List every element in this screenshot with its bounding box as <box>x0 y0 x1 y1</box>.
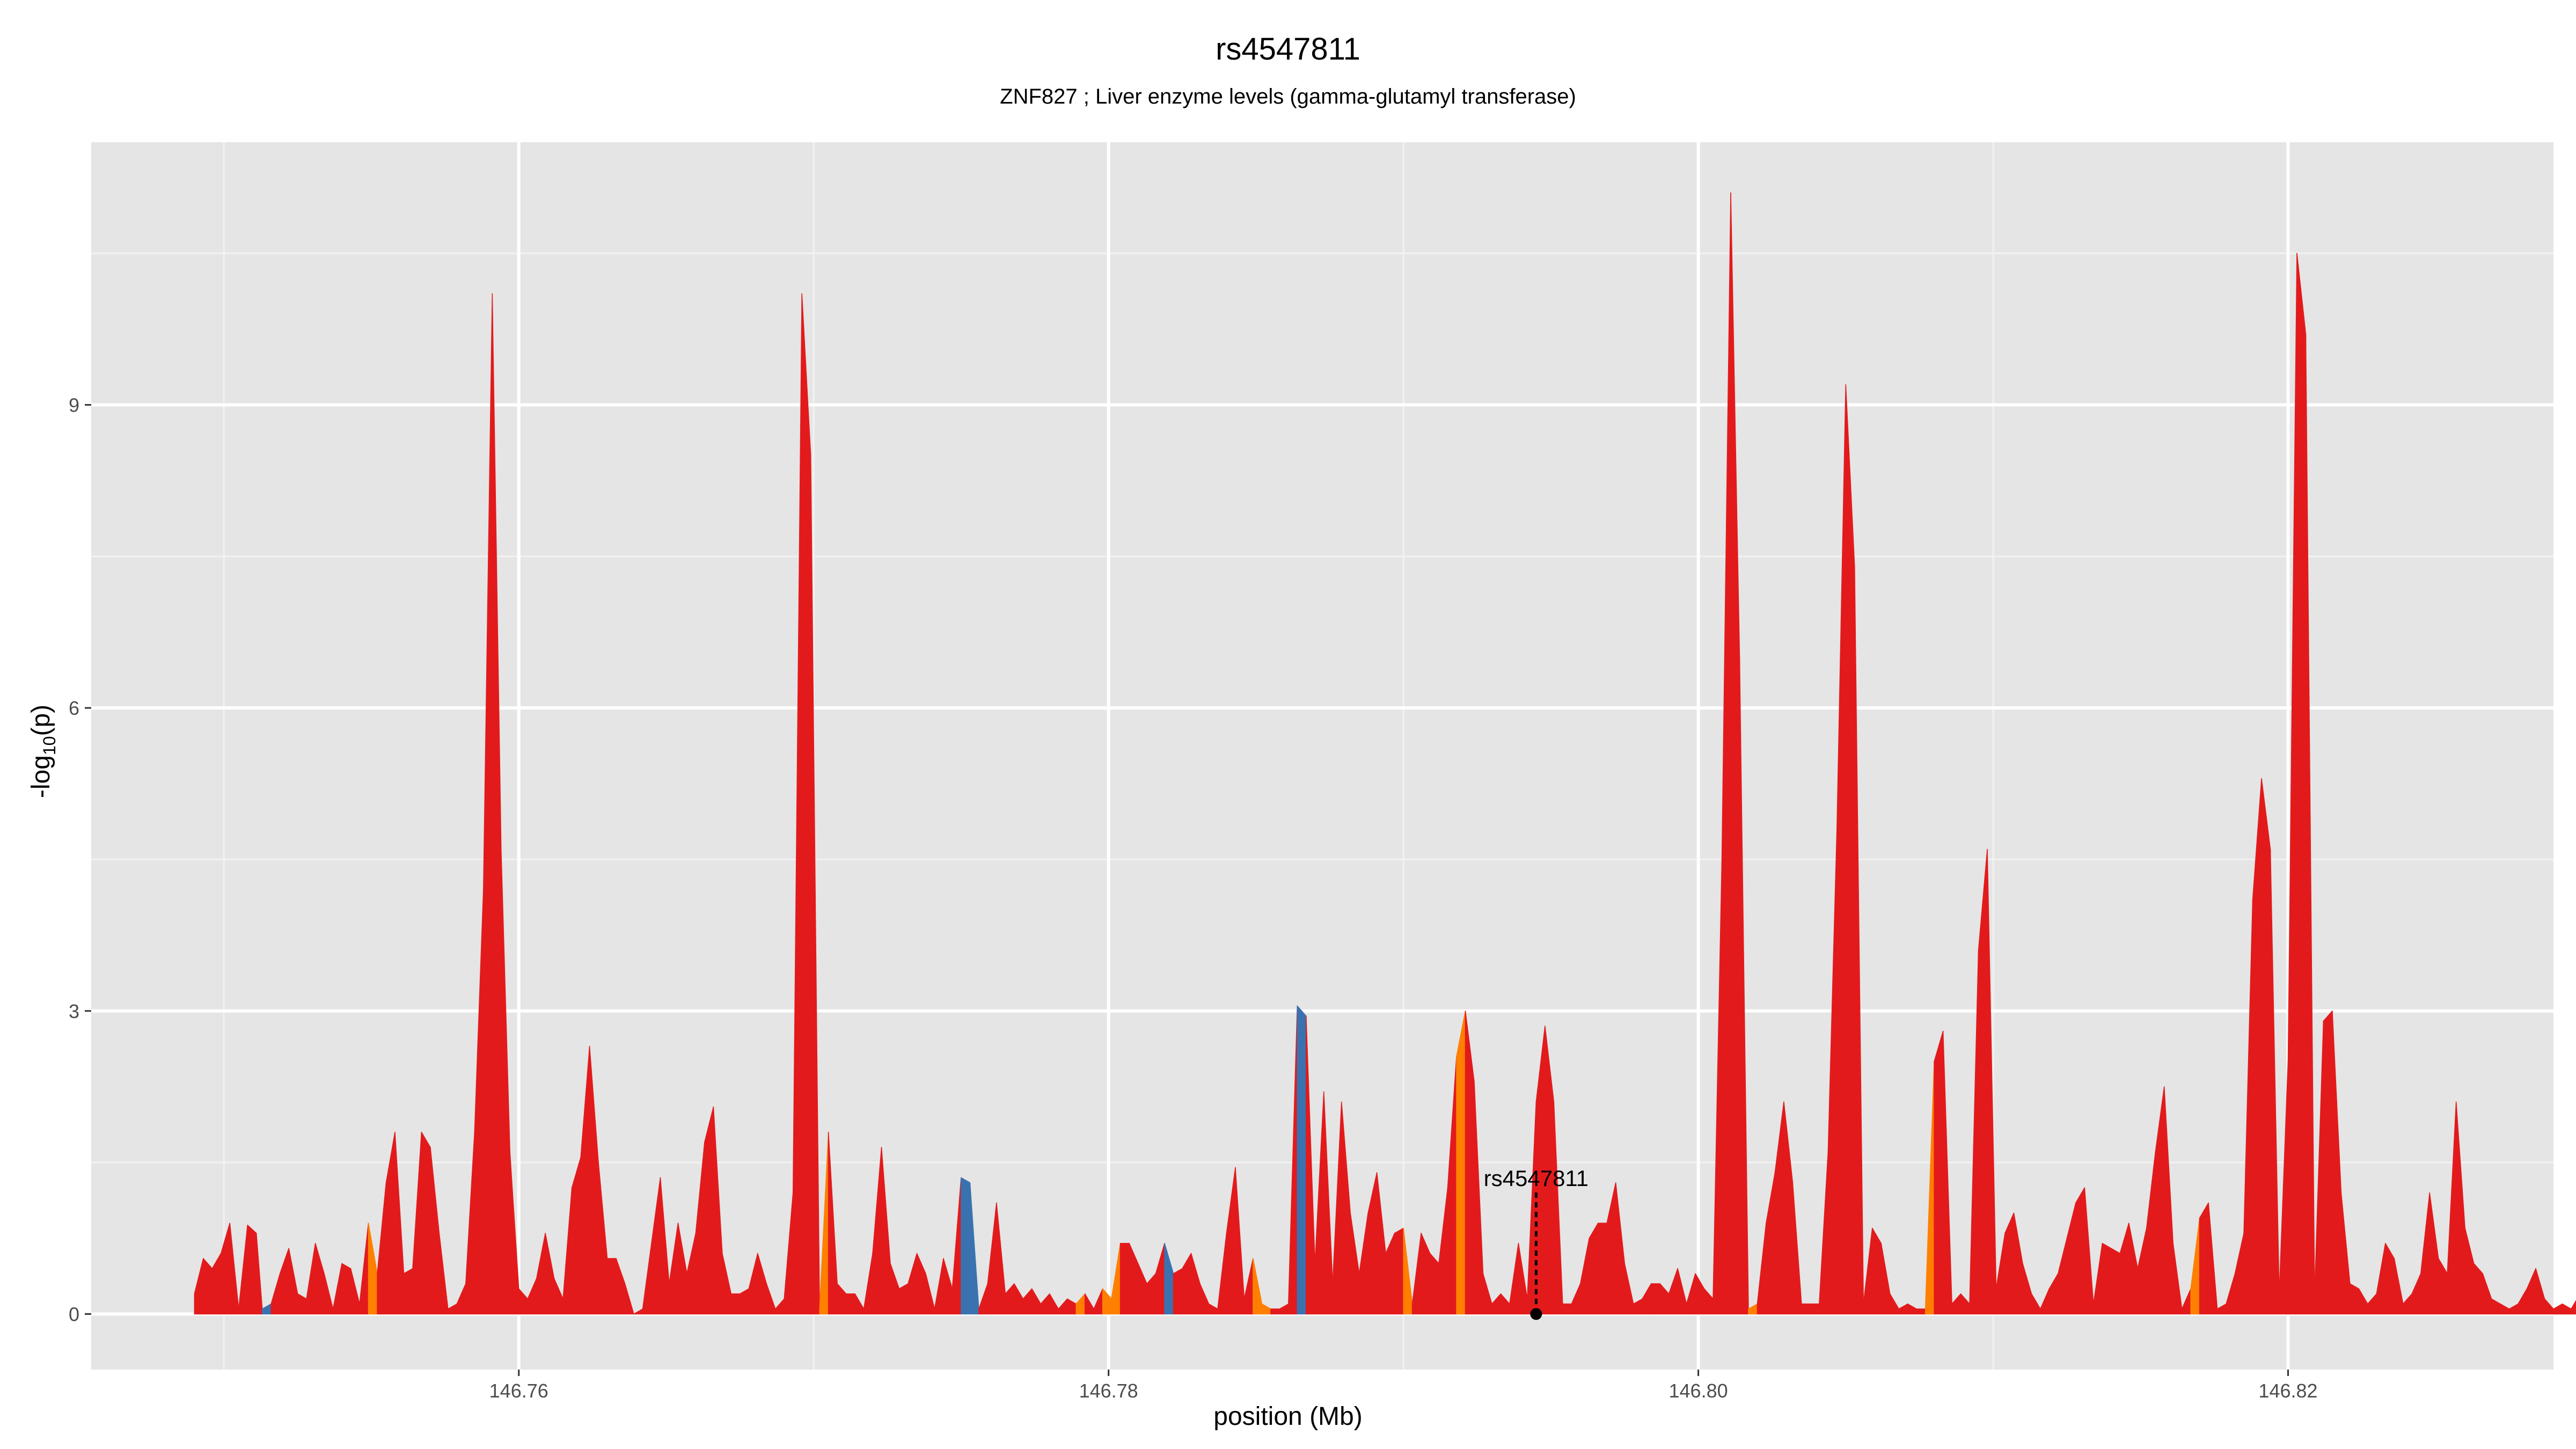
area-segment <box>898 1283 909 1315</box>
area-segment <box>1173 1268 1183 1315</box>
y-axis-label-sub: 10 <box>39 736 59 756</box>
area-segment <box>403 1268 413 1315</box>
y-axis-label-suffix: (p) <box>27 704 56 736</box>
area-segment <box>1650 1283 1660 1315</box>
area-segment <box>1916 1308 1926 1315</box>
area-segment <box>2562 1303 2572 1315</box>
area-segment <box>1871 1227 1882 1315</box>
snp-marker: rs4547811 <box>1484 1166 1589 1320</box>
signal-area <box>194 192 2576 1315</box>
area-segment <box>624 1283 634 1315</box>
y-tick-label: 9 <box>69 394 79 416</box>
area-segment <box>801 293 811 1315</box>
area-segment <box>203 1258 213 1315</box>
x-axis-label: position (Mb) <box>1213 1402 1363 1431</box>
x-tick-label: 146.76 <box>489 1380 548 1402</box>
area-segment <box>2102 1242 2112 1315</box>
x-tick-label: 146.82 <box>2258 1380 2317 1402</box>
area-segment <box>2296 253 2307 1315</box>
area-segment <box>1270 1308 1280 1315</box>
area-segment <box>1429 1253 1439 1315</box>
area-segment <box>2571 1300 2576 1315</box>
y-tick-label: 6 <box>69 697 79 719</box>
area-segment <box>1119 1242 1130 1315</box>
area-segment <box>341 1263 352 1315</box>
chart-subtitle: ZNF827 ; Liver enzyme levels (gamma-glut… <box>1000 85 1576 108</box>
y-axis-label: -log10(p) <box>26 705 60 798</box>
area-segment <box>1297 1005 1307 1315</box>
snp-marker-point <box>1530 1308 1542 1320</box>
axes: 146.76 146.78 146.80 146.82 0 3 6 9 <box>69 394 2318 1402</box>
chart-title: rs4547811 <box>1216 32 1360 67</box>
area-segment <box>1456 1011 1466 1315</box>
area-segment <box>845 1293 855 1315</box>
area-segment <box>2350 1283 2360 1315</box>
area-segment <box>730 1293 741 1315</box>
x-tick-label: 146.78 <box>1079 1380 1138 1402</box>
area-segment <box>1810 1303 1820 1315</box>
area-segment <box>1598 1223 1607 1315</box>
area-segment <box>2261 778 2271 1315</box>
area-segment <box>1801 1303 1811 1315</box>
y-tick-label: 0 <box>69 1303 79 1325</box>
area-segment <box>1394 1227 1404 1315</box>
y-axis-label-prefix: -log <box>27 755 56 799</box>
area-segment <box>1589 1223 1599 1315</box>
area-segment <box>2323 1011 2333 1315</box>
area-segment <box>2199 1202 2209 1315</box>
area-segment <box>421 1131 431 1315</box>
area-segment <box>1934 1030 1944 1315</box>
area-segment <box>247 1225 257 1315</box>
y-tick-label: 3 <box>69 1000 79 1022</box>
x-tick-label: 146.80 <box>1669 1380 1728 1402</box>
area-segment <box>2111 1248 2121 1315</box>
area-segment <box>2075 1187 2085 1315</box>
area-segment <box>961 1177 971 1315</box>
area-segment <box>704 1106 714 1315</box>
area-segment <box>606 1258 617 1315</box>
area-segment <box>2553 1303 2563 1315</box>
snp-marker-label: rs4547811 <box>1484 1166 1589 1191</box>
area-segment <box>1562 1303 1572 1315</box>
